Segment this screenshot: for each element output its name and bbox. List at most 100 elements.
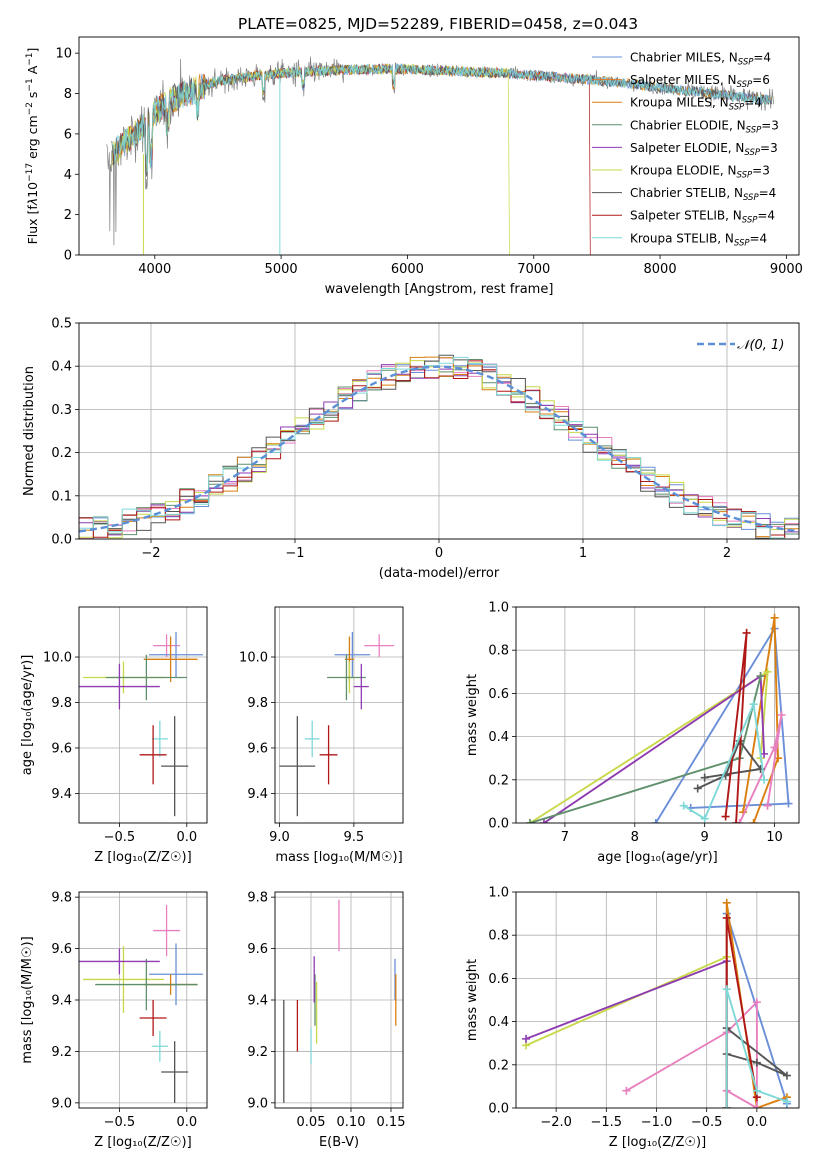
legend-label-sub: SSP bbox=[746, 125, 762, 135]
y-axis-label-part: 10 bbox=[25, 182, 40, 198]
weight-marker bbox=[742, 628, 751, 637]
residuals-frame bbox=[78, 322, 800, 540]
y-tick-label: 0.4 bbox=[488, 730, 509, 745]
x-axis-label: E(B-V) bbox=[319, 1135, 359, 1150]
legend-label-sub: SSP bbox=[734, 238, 750, 248]
legend-label-sub: SSP bbox=[737, 80, 753, 90]
legend-label-sub: SSP bbox=[738, 58, 754, 68]
errorbar-point bbox=[319, 725, 338, 785]
y-tick-label: 0.0 bbox=[488, 1102, 509, 1117]
x-tick-label: −0.5 bbox=[104, 1115, 136, 1130]
observed-spectrum bbox=[106, 56, 775, 246]
x-tick-label: 0.05 bbox=[297, 1115, 326, 1130]
x-tick-label: −2.0 bbox=[540, 1115, 572, 1130]
legend-label-tail: =4 bbox=[757, 209, 775, 223]
y-axis-label-part: Flux [f bbox=[25, 205, 40, 245]
x-tick-label: 9 bbox=[701, 830, 709, 845]
y-tick-label: 10 bbox=[55, 47, 72, 62]
x-tick-label: 0.0 bbox=[176, 1115, 197, 1130]
weight-marker bbox=[756, 672, 765, 681]
x-axis-label: (data-model)/error bbox=[379, 566, 500, 581]
y-axis-label-part: λ bbox=[25, 198, 40, 206]
mass_vs_Z-frame bbox=[78, 891, 208, 1109]
x-tick-label: −2 bbox=[141, 546, 160, 561]
y-tick-label: 1.0 bbox=[488, 886, 509, 901]
legend-label-tail: =4 bbox=[759, 186, 777, 200]
legend-label-text: Kroupa MILES, N bbox=[630, 96, 729, 110]
x-tick-label: −1 bbox=[285, 546, 304, 561]
x-axis-label: Z [log₁₀(Z/Z☉)] bbox=[609, 1135, 706, 1150]
errorbar-point bbox=[105, 654, 187, 701]
y-tick-label: 8 bbox=[64, 87, 72, 102]
errorbar-point bbox=[149, 943, 203, 1006]
y-tick-label: 10.0 bbox=[239, 651, 268, 666]
weight-marker bbox=[700, 814, 709, 823]
x-tick-label: −1.5 bbox=[591, 1115, 623, 1130]
legend-label-text: Kroupa STELIB, N bbox=[630, 231, 734, 245]
age_vs_Z-plot bbox=[79, 632, 203, 817]
x-axis-label: Z [log₁₀(Z/Z☉)] bbox=[94, 1135, 191, 1150]
legend-label: 𝒩(0, 1) bbox=[737, 338, 784, 353]
y-tick-label: 9.2 bbox=[247, 1045, 268, 1060]
mass_weight_vs_age-frame bbox=[515, 606, 800, 824]
x-tick-label: 9.5 bbox=[344, 830, 365, 845]
y-tick-label: 0.5 bbox=[51, 317, 72, 332]
x-axis-label: age [log₁₀(age/yr)] bbox=[597, 850, 718, 865]
gaussian-curve bbox=[79, 365, 799, 533]
y-tick-label: 0.8 bbox=[488, 929, 509, 944]
errorbar-point bbox=[353, 663, 369, 710]
weight-marker bbox=[782, 1071, 791, 1080]
residuals-plot bbox=[79, 354, 799, 539]
legend-label: Salpeter ELODIE, NSSP=3 bbox=[630, 141, 778, 158]
y-axis-label: age [log₁₀(age/yr)] bbox=[20, 655, 35, 776]
mass_vs_ebv-plot bbox=[283, 899, 397, 1103]
weight-series bbox=[725, 988, 788, 1108]
model-spectrum bbox=[111, 63, 772, 168]
errorbar-point bbox=[79, 663, 160, 710]
age_vs_mass-plot bbox=[279, 632, 395, 817]
x-tick-label: 7000 bbox=[517, 262, 550, 277]
legend-label-tail: =4 bbox=[750, 231, 768, 245]
legend-label: Chabrier MILES, NSSP=4 bbox=[630, 51, 771, 68]
weight-marker bbox=[752, 1058, 761, 1067]
legend-label-text: Kroupa ELODIE, N bbox=[630, 164, 737, 178]
mass_weight_vs_Z-plot bbox=[522, 898, 791, 1108]
legend-label: Salpeter MILES, NSSP=6 bbox=[630, 73, 770, 90]
legend-label: Kroupa MILES, NSSP=4 bbox=[630, 96, 762, 113]
errorbar-point bbox=[364, 634, 395, 658]
x-tick-label: 5000 bbox=[265, 262, 298, 277]
age_vs_Z-axes: −0.5 0.0 9.4 9.6 9.8 10.0 Z [log₁₀(Z/Z☉)] age [… bbox=[20, 607, 207, 865]
y-tick-label: 9.8 bbox=[247, 696, 268, 711]
age_vs_Z-frame bbox=[78, 606, 208, 824]
y-axis-label-part: −17 bbox=[25, 163, 35, 182]
age_vs_mass-frame bbox=[274, 606, 404, 824]
x-tick-label: −0.5 bbox=[104, 830, 136, 845]
legend-label-text: Chabrier STELIB, N bbox=[630, 186, 743, 200]
legend-label-tail: =4 bbox=[753, 51, 771, 65]
y-axis-label-part: A bbox=[25, 65, 40, 78]
y-axis-label: mass [log₁₀(M/M☉)] bbox=[20, 936, 35, 1063]
x-axis-label: mass [log₁₀(M/M☉)] bbox=[275, 850, 402, 865]
y-tick-label: 4 bbox=[64, 168, 72, 183]
legend-label-text: Chabrier MILES, N bbox=[630, 51, 738, 65]
y-tick-label: 9.0 bbox=[51, 1096, 72, 1111]
legend-label-sub: SSP bbox=[744, 148, 760, 158]
legend-label-sub: SSP bbox=[737, 171, 753, 181]
errorbar-point bbox=[327, 654, 366, 701]
y-tick-label: 0.2 bbox=[51, 446, 72, 461]
y-tick-label: 9.2 bbox=[51, 1045, 72, 1060]
weight-marker bbox=[693, 784, 702, 793]
y-tick-label: 9.8 bbox=[51, 696, 72, 711]
mass_vs_ebv-frame bbox=[274, 891, 404, 1109]
errorbar-point bbox=[139, 1000, 167, 1036]
y-tick-label: 9.8 bbox=[247, 891, 268, 906]
errorbar-point bbox=[151, 1030, 168, 1062]
errorbar-point bbox=[139, 725, 167, 785]
weight-marker bbox=[722, 1104, 731, 1108]
mass_weight_vs_Z-axes: −2.0 −1.5 −1.0 −0.5 0.0 0.0 0.2 0.4 0.6 0.8 1.0 Z [… bbox=[465, 886, 799, 1150]
legend-label: Salpeter STELIB, NSSP=4 bbox=[630, 209, 775, 226]
y-tick-label: 0.8 bbox=[488, 644, 509, 659]
legend-label: Chabrier STELIB, NSSP=4 bbox=[630, 186, 776, 203]
y-tick-label: 1.0 bbox=[488, 601, 509, 616]
